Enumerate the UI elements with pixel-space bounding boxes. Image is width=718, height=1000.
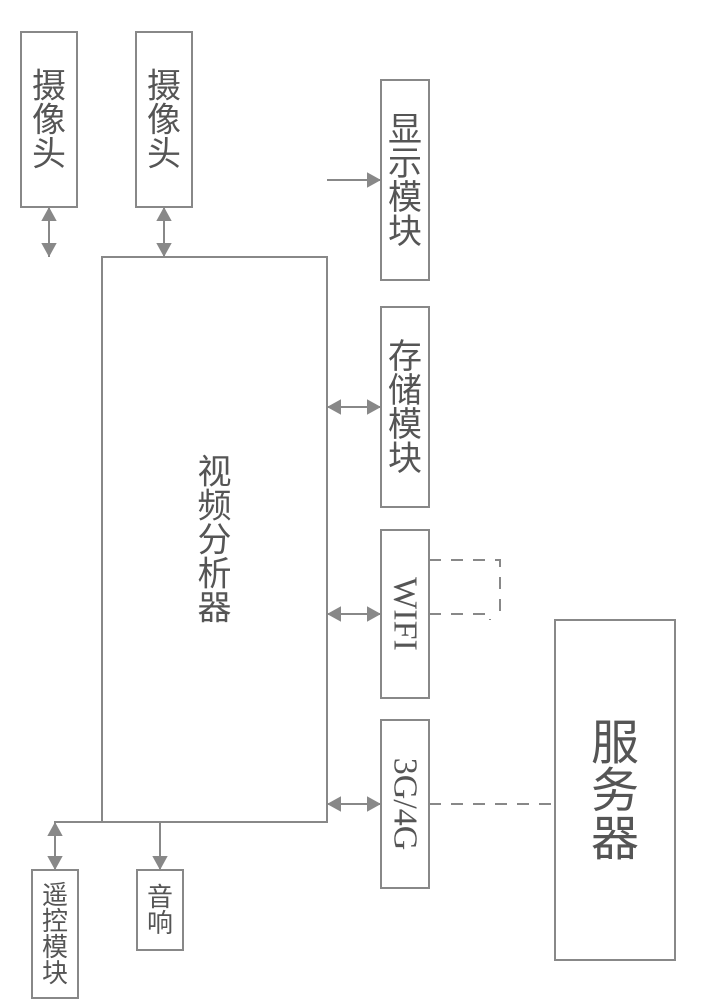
edge-wifi-server xyxy=(429,614,490,620)
label-camera_left: 摄像头 xyxy=(32,67,66,173)
label-display: 显示模块 xyxy=(388,112,422,251)
label-analyzer: 视频分析器 xyxy=(198,454,232,627)
label-audio: 音响 xyxy=(147,883,173,938)
edge-wifi-server-refined xyxy=(429,560,500,620)
label-storage: 存储模块 xyxy=(388,338,422,478)
edge-analyzer-remote xyxy=(55,822,102,870)
label-remote: 遥控模块 xyxy=(42,881,68,988)
label-camera_right: 摄像头 xyxy=(147,67,181,173)
label-server: 服务器 xyxy=(591,717,639,866)
label-wifi: WIFI xyxy=(387,577,424,651)
label-g3g4: 3G/4G xyxy=(387,758,424,851)
